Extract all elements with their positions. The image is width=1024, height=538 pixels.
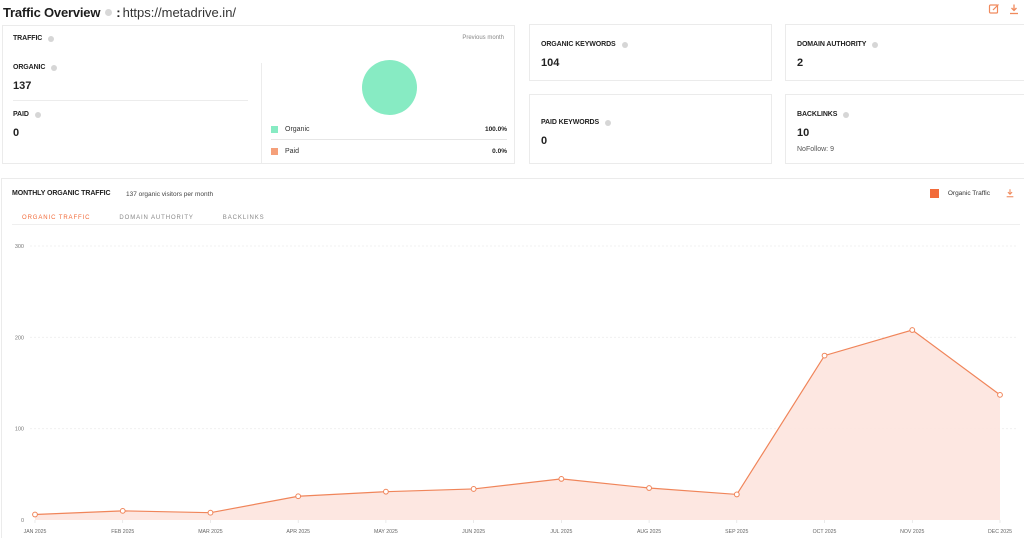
organic-metric: ORGANIC 137 xyxy=(13,64,58,92)
info-icon[interactable] xyxy=(48,35,55,42)
organic-swatch xyxy=(271,126,278,133)
domain-authority-card: DOMAIN AUTHORITY 2 xyxy=(785,24,1024,81)
legend-organic-percent: 100.0% xyxy=(484,126,507,133)
download-icon[interactable] xyxy=(1005,188,1015,198)
traffic-label: TRAFFIC xyxy=(13,35,55,42)
tab-domain-authority[interactable]: DOMAIN AUTHORITY xyxy=(119,215,194,221)
traffic-card: TRAFFIC Previous month ORGANIC 137 PAID … xyxy=(2,25,515,164)
title-separator: : xyxy=(116,4,121,20)
svg-text:SEP 2025: SEP 2025 xyxy=(725,529,748,535)
info-icon[interactable] xyxy=(872,41,879,48)
organic-traffic-swatch xyxy=(929,189,939,198)
paid-keywords-label-text: PAID KEYWORDS xyxy=(541,119,600,126)
organic-keywords-card: ORGANIC KEYWORDS 104 xyxy=(529,24,772,81)
svg-text:0: 0 xyxy=(21,518,24,524)
info-icon[interactable] xyxy=(843,111,850,118)
organic-keywords-value: 104 xyxy=(541,57,560,69)
svg-text:100: 100 xyxy=(15,427,24,433)
edit-icon[interactable] xyxy=(988,3,1000,15)
info-icon[interactable] xyxy=(621,41,628,48)
paid-keywords-label: PAID KEYWORDS xyxy=(541,119,612,126)
paid-value: 0 xyxy=(13,127,20,139)
divider xyxy=(13,100,248,101)
legend-organic: Organic 100.0% xyxy=(271,126,507,133)
divider xyxy=(271,139,507,140)
backlinks-card: BACKLINKS 10 NoFollow: 9 xyxy=(785,94,1024,164)
svg-text:FEB 2025: FEB 2025 xyxy=(111,529,134,535)
svg-text:MAY 2025: MAY 2025 xyxy=(374,529,398,535)
legend-paid: Paid 0.0% xyxy=(271,148,507,155)
svg-text:MAR 2025: MAR 2025 xyxy=(198,529,223,535)
period-label: Previous month xyxy=(462,35,504,41)
nofollow-count: NoFollow: 9 xyxy=(797,146,834,153)
domain-authority-label: DOMAIN AUTHORITY xyxy=(797,41,879,48)
paid-keywords-card: PAID KEYWORDS 0 xyxy=(529,94,772,164)
tab-backlinks[interactable]: BACKLINKS xyxy=(222,215,265,221)
organic-label: ORGANIC xyxy=(13,64,58,71)
paid-label-text: PAID xyxy=(13,111,29,118)
domain-authority-label-text: DOMAIN AUTHORITY xyxy=(797,41,867,48)
svg-text:APR 2025: APR 2025 xyxy=(286,529,310,535)
divider xyxy=(12,224,1020,225)
svg-text:200: 200 xyxy=(15,335,24,341)
svg-text:JUL 2025: JUL 2025 xyxy=(550,529,572,535)
chart-legend[interactable]: Organic Traffic xyxy=(929,189,990,198)
page-header: Traffic Overview : https://metadrive.in/ xyxy=(3,3,236,21)
paid-metric: PAID 0 xyxy=(13,111,41,139)
legend-organic-label: Organic xyxy=(285,126,310,133)
backlinks-value: 10 xyxy=(797,127,810,139)
paid-swatch xyxy=(271,148,278,155)
paid-keywords-value: 0 xyxy=(541,135,548,147)
info-icon[interactable] xyxy=(605,119,612,126)
chart-legend-label: Organic Traffic xyxy=(947,190,990,197)
info-icon[interactable] xyxy=(51,64,58,71)
svg-text:JAN 2025: JAN 2025 xyxy=(24,529,47,535)
svg-text:JUN 2025: JUN 2025 xyxy=(462,529,485,535)
organic-keywords-label-text: ORGANIC KEYWORDS xyxy=(541,41,616,48)
backlinks-label: BACKLINKS xyxy=(797,111,850,118)
info-icon[interactable] xyxy=(105,8,113,16)
legend-paid-percent: 0.0% xyxy=(492,148,507,155)
download-icon[interactable] xyxy=(1008,3,1020,15)
legend-paid-label: Paid xyxy=(285,148,300,155)
chart-title: MONTHLY ORGANIC TRAFFIC xyxy=(12,190,111,197)
svg-text:NOV 2025: NOV 2025 xyxy=(900,529,924,535)
page-title: Traffic Overview xyxy=(3,4,101,20)
chart-subtitle: 137 organic visitors per month xyxy=(126,191,214,198)
organic-value: 137 xyxy=(13,80,32,92)
paid-label: PAID xyxy=(13,111,41,118)
backlinks-label-text: BACKLINKS xyxy=(797,111,838,118)
traffic-label-text: TRAFFIC xyxy=(13,35,43,42)
svg-text:AUG 2025: AUG 2025 xyxy=(637,529,661,535)
organic-keywords-label: ORGANIC KEYWORDS xyxy=(541,41,628,48)
svg-text:300: 300 xyxy=(15,244,24,250)
info-icon[interactable] xyxy=(34,111,41,118)
organic-label-text: ORGANIC xyxy=(13,64,46,71)
domain-authority-value: 2 xyxy=(797,57,804,69)
svg-text:DEC 2025: DEC 2025 xyxy=(988,529,1012,535)
domain-url: https://metadrive.in/ xyxy=(122,4,237,20)
header-actions xyxy=(988,3,1020,15)
divider xyxy=(261,63,262,163)
svg-text:OCT 2025: OCT 2025 xyxy=(813,529,837,535)
traffic-pie-chart[interactable] xyxy=(362,60,417,115)
